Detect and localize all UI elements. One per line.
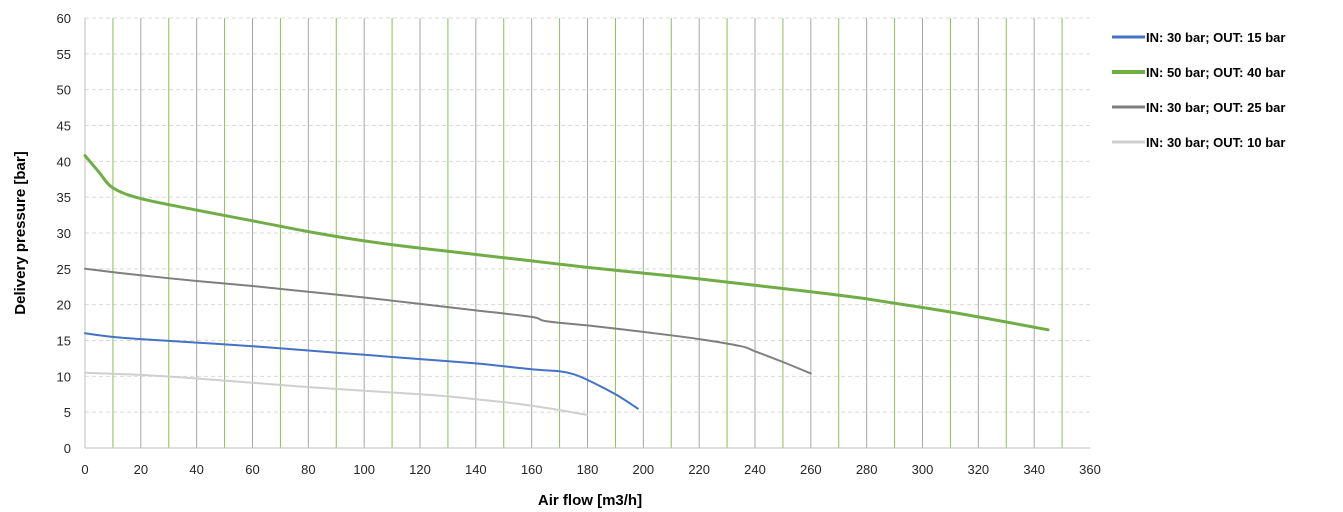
x-tick-label: 100 <box>353 462 375 477</box>
x-tick-label: 320 <box>967 462 989 477</box>
y-tick-label: 55 <box>57 47 71 62</box>
legend: IN: 30 bar; OUT: 15 bar IN: 50 bar; OUT: … <box>1112 30 1285 150</box>
y-tick-label: 0 <box>64 441 71 456</box>
series-line <box>84 371 589 416</box>
x-tick-label: 200 <box>632 462 654 477</box>
y-axis-tick-labels: 0 5 10 15 20 25 30 35 40 45 50 55 60 <box>57 11 71 456</box>
x-tick-label: 140 <box>465 462 487 477</box>
y-tick-label: 45 <box>57 119 71 134</box>
x-tick-label: 160 <box>521 462 543 477</box>
x-tick-label: 280 <box>856 462 878 477</box>
legend-label: IN: 30 bar; OUT: 10 bar <box>1146 135 1285 150</box>
x-tick-label: 240 <box>744 462 766 477</box>
y-tick-label: 35 <box>57 190 71 205</box>
x-axis-tick-labels: 0 20 40 60 80 100 120 140 160 180 200 220 240 260 280 3… <box>81 462 1100 477</box>
x-tick-label: 340 <box>1023 462 1045 477</box>
vertical-gridlines <box>112 18 1063 448</box>
y-tick-label: 20 <box>57 298 71 313</box>
data-series <box>83 154 1050 416</box>
y-tick-label: 5 <box>64 405 71 420</box>
y-tick-label: 30 <box>57 226 71 241</box>
x-tick-label: 80 <box>301 462 315 477</box>
y-tick-label: 15 <box>57 334 71 349</box>
x-tick-label: 260 <box>800 462 822 477</box>
legend-label: IN: 30 bar; OUT: 25 bar <box>1146 100 1285 115</box>
x-tick-label: 60 <box>245 462 259 477</box>
series-line <box>84 332 639 410</box>
x-tick-label: 360 <box>1079 462 1101 477</box>
x-tick-label: 120 <box>409 462 431 477</box>
legend-label: IN: 50 bar; OUT: 40 bar <box>1146 65 1285 80</box>
x-tick-label: 20 <box>134 462 148 477</box>
series-line <box>83 154 1050 332</box>
y-tick-label: 25 <box>57 262 71 277</box>
y-tick-label: 60 <box>57 11 71 26</box>
y-tick-label: 50 <box>57 83 71 98</box>
chart-axes <box>84 18 1090 449</box>
x-tick-label: 40 <box>189 462 203 477</box>
x-tick-label: 300 <box>912 462 934 477</box>
x-tick-label: 0 <box>81 462 88 477</box>
y-tick-label: 40 <box>57 154 71 169</box>
series-line <box>84 267 812 375</box>
y-axis-title: Delivery pressure [bar] <box>12 151 29 314</box>
x-tick-label: 180 <box>577 462 599 477</box>
legend-label: IN: 30 bar; OUT: 15 bar <box>1146 30 1285 45</box>
x-tick-label: 220 <box>688 462 710 477</box>
x-axis-title: Air flow [m3/h] <box>538 492 642 509</box>
y-tick-label: 10 <box>57 369 71 384</box>
